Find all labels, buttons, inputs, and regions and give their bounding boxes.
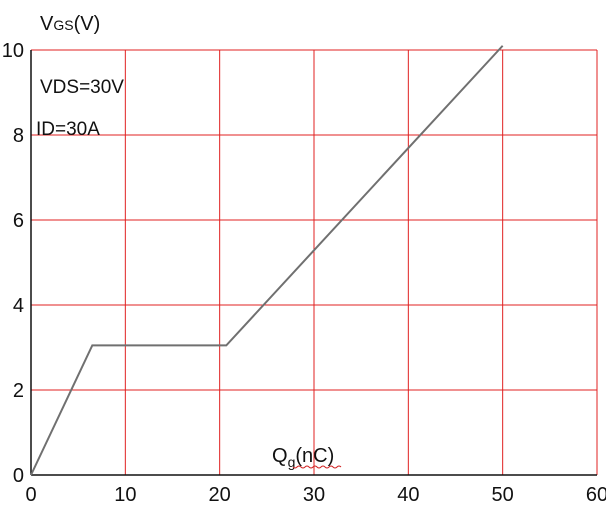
y-tick-label-0: 0 (13, 465, 24, 487)
series-layer (30, 45, 504, 476)
annotation-id: ID=30A (36, 119, 100, 140)
x-tick-label-50: 50 (492, 484, 514, 506)
y-axis-label: VGS(V) (40, 13, 100, 35)
series-line-0 (30, 45, 504, 476)
x-tick-label-20: 20 (209, 484, 231, 506)
y-tick-label-6: 6 (13, 210, 24, 232)
y-tick-label-10: 10 (2, 40, 24, 62)
x-tick-label-0: 0 (25, 484, 36, 506)
x-tick-label-10: 10 (114, 484, 136, 506)
annotation-vds: VDS=30V (40, 77, 124, 98)
axes (30, 50, 597, 476)
grid (31, 49, 598, 475)
x-tick-label-30: 30 (303, 484, 325, 506)
tick-labels: 0 10 20 30 40 50 60 0 2 4 6 8 10 (2, 40, 606, 506)
x-tick-label-40: 40 (397, 484, 419, 506)
y-tick-label-2: 2 (13, 380, 24, 402)
x-axis-label: Qg(nC) (272, 445, 334, 470)
y-tick-label-8: 8 (13, 125, 24, 147)
y-tick-label-4: 4 (13, 295, 24, 317)
x-tick-label-60: 60 (586, 484, 606, 506)
spellcheck-underline (292, 465, 342, 469)
